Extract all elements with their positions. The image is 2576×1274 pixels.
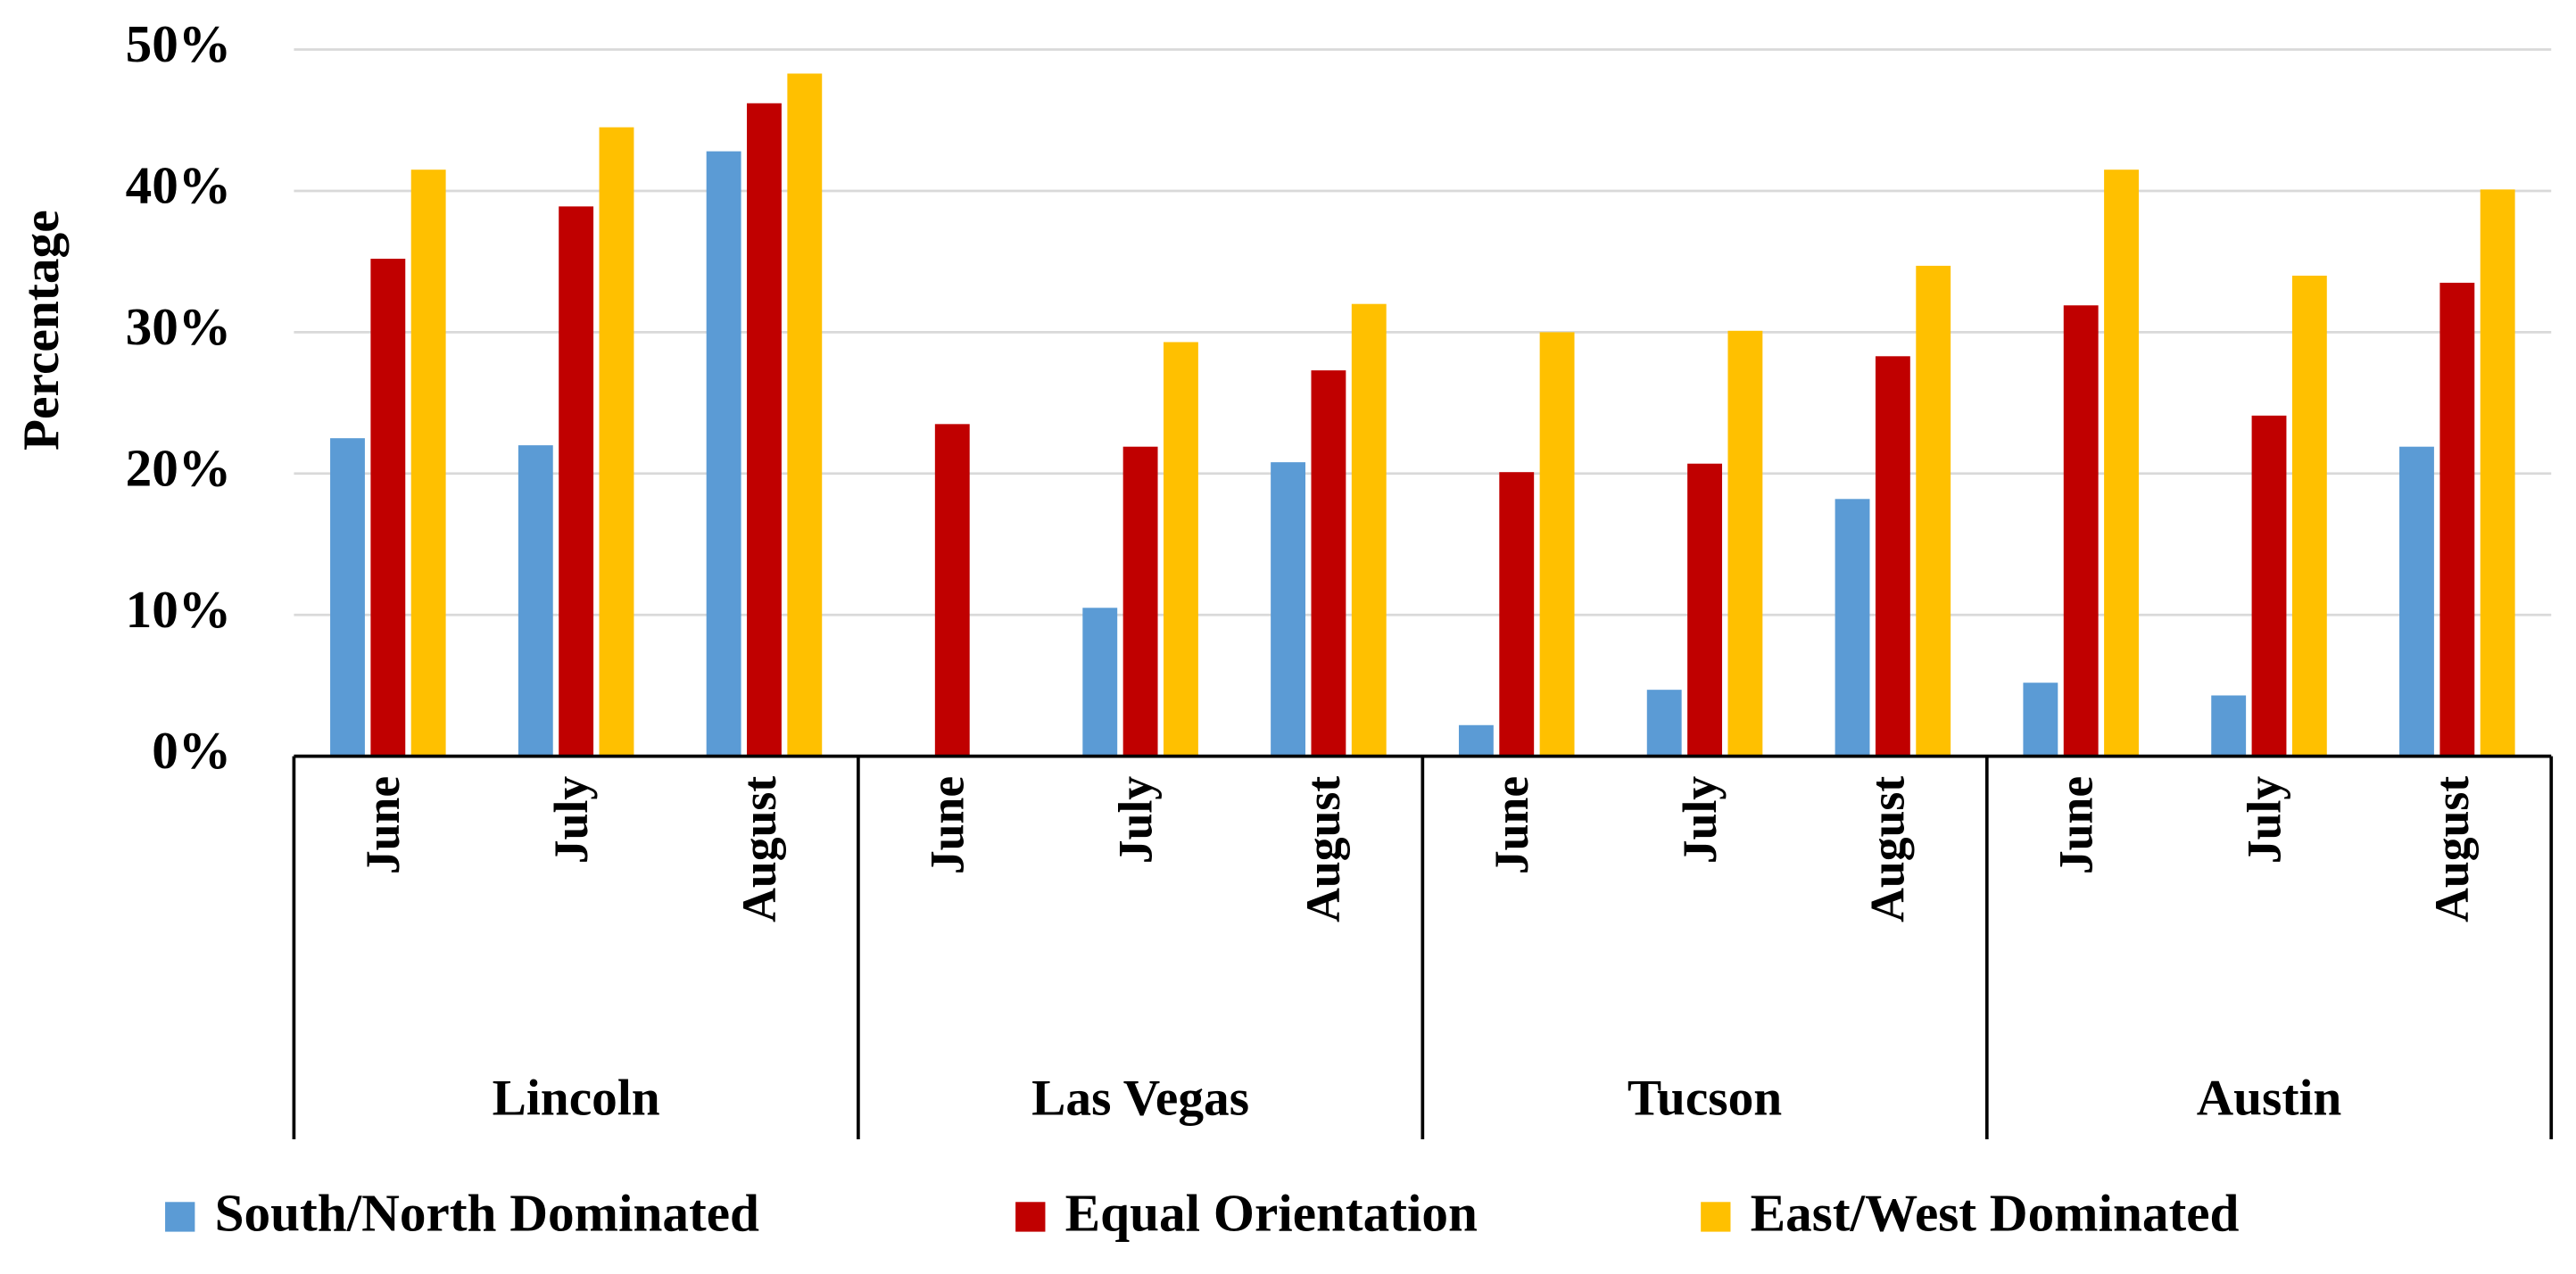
y-tick-label: 20% bbox=[126, 438, 231, 497]
group-label: Las Vegas bbox=[1031, 1070, 1249, 1126]
bar bbox=[370, 258, 406, 757]
x-tick-label: June bbox=[921, 776, 974, 874]
legend-label: South/North Dominated bbox=[215, 1183, 759, 1242]
bar bbox=[1311, 370, 1346, 757]
bar bbox=[2063, 305, 2099, 757]
group-label: Tucson bbox=[1628, 1070, 1782, 1126]
bar bbox=[1646, 690, 1682, 757]
x-tick-label: July bbox=[1108, 776, 1162, 864]
bar bbox=[1539, 332, 1575, 757]
bar bbox=[2480, 189, 2515, 757]
bar bbox=[1082, 608, 1118, 757]
x-tick-label: August bbox=[1296, 776, 1350, 922]
bar bbox=[330, 438, 365, 757]
x-tick-label: June bbox=[356, 776, 410, 874]
bar bbox=[2023, 682, 2058, 757]
y-tick-label: 50% bbox=[126, 14, 231, 73]
bar bbox=[1351, 303, 1387, 757]
x-tick-label: July bbox=[1673, 776, 1727, 864]
x-tick-label: June bbox=[2050, 776, 2103, 874]
bar bbox=[2399, 446, 2434, 757]
x-tick-label: June bbox=[1485, 776, 1538, 874]
bar bbox=[410, 170, 446, 757]
bar bbox=[1835, 499, 1870, 757]
bar bbox=[1122, 446, 1158, 757]
bar bbox=[599, 127, 634, 757]
legend-swatch bbox=[1015, 1202, 1046, 1232]
x-tick-label: August bbox=[733, 776, 786, 922]
bar bbox=[1687, 463, 1722, 757]
y-tick-label: 40% bbox=[126, 156, 231, 215]
y-tick-label: 0% bbox=[152, 721, 231, 780]
bar bbox=[1916, 265, 1951, 757]
bar bbox=[2291, 276, 2327, 757]
x-tick-label: July bbox=[544, 776, 598, 864]
bar bbox=[787, 73, 823, 757]
bar bbox=[1499, 472, 1535, 757]
legend-label: East/West Dominated bbox=[1751, 1183, 2240, 1242]
bar bbox=[1271, 462, 1306, 757]
bar bbox=[1458, 724, 1494, 757]
x-tick-label: August bbox=[2425, 776, 2479, 922]
x-tick-label: August bbox=[1861, 776, 1915, 922]
y-tick-label: 10% bbox=[126, 580, 231, 639]
bar bbox=[2251, 415, 2287, 757]
bar bbox=[1164, 342, 1198, 757]
y-tick-label: 30% bbox=[126, 297, 231, 356]
bar bbox=[1727, 330, 1763, 757]
legend-label: Equal Orientation bbox=[1065, 1183, 1478, 1242]
bar bbox=[934, 424, 970, 757]
bar bbox=[706, 151, 741, 757]
bar bbox=[1875, 356, 1910, 757]
bar bbox=[2104, 170, 2139, 757]
legend-swatch bbox=[1701, 1202, 1731, 1232]
bar bbox=[2439, 282, 2475, 757]
group-label: Austin bbox=[2197, 1070, 2342, 1126]
y-axis-title: Percentage bbox=[13, 210, 70, 451]
legend-swatch bbox=[165, 1202, 195, 1232]
bar bbox=[518, 445, 553, 757]
x-tick-label: July bbox=[2237, 776, 2290, 864]
bar bbox=[747, 103, 782, 757]
bar bbox=[2211, 695, 2247, 757]
group-label: Lincoln bbox=[493, 1070, 660, 1126]
bar bbox=[559, 206, 594, 757]
